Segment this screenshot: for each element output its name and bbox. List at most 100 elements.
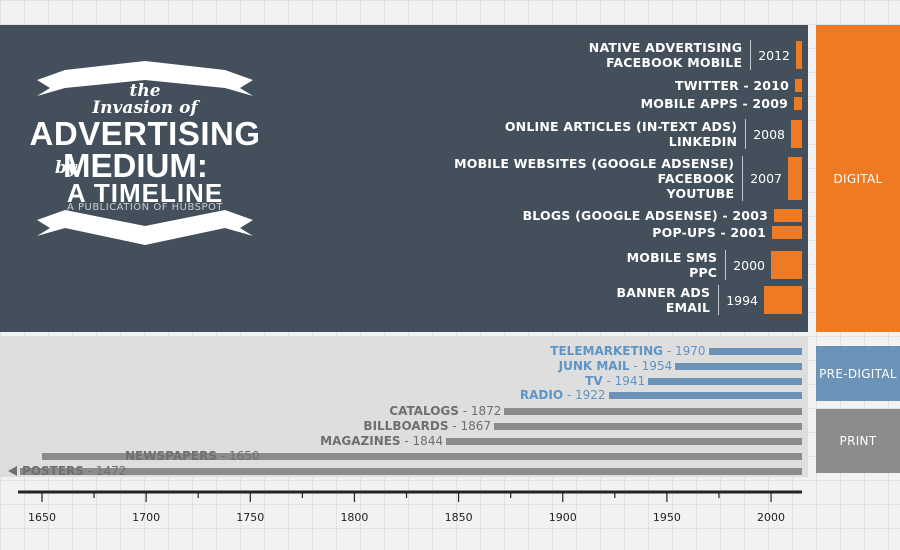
predigital-name: TELEMARKETING (550, 344, 664, 358)
axis-tick-label: 1900 (549, 511, 577, 524)
digital-row: TWITTER - 2010 (675, 78, 789, 93)
axis-tick-label: 1800 (340, 511, 368, 524)
predigital-year: 1922 (575, 388, 606, 402)
year-axis: 1650 1700 1750 1800 1850 1900 1950 2000 (18, 490, 802, 524)
title-invasion: Invasion of (92, 98, 198, 118)
print-name: CATALOGS (389, 404, 459, 418)
digital-row-labels: ONLINE ARTICLES (IN-TEXT ADS) LINKEDIN (505, 119, 737, 149)
predigital-label: TV - 1941 (585, 374, 650, 388)
predigital-label: TELEMARKETING - 1970 (550, 344, 710, 358)
digital-row: MOBILE WEBSITES (GOOGLE ADSENSE) FACEBOOK… (454, 155, 782, 201)
predigital-year: 1941 (614, 374, 646, 388)
digital-row: ONLINE ARTICLES (IN-TEXT ADS) LINKEDIN 200… (505, 119, 785, 149)
label-dash: - (400, 434, 413, 448)
title-by: by (55, 158, 77, 178)
title-banner: the Invasion of ADVERTISING by MEDIUM: A… (25, 58, 265, 258)
digital-row-labels: NATIVE ADVERTISING FACEBOOK MOBILE (589, 40, 742, 70)
year-separator (718, 285, 720, 315)
digital-bar (791, 120, 802, 148)
print-label: NEWSPAPERS - 1650 (125, 449, 265, 463)
print-bar (504, 407, 802, 415)
digital-row-labels: MOBILE APPS - 2009 (641, 96, 788, 111)
axis-tick-label: 1650 (28, 511, 56, 524)
print-year: 1650 (228, 449, 260, 463)
predigital-row: RADIO - 1922 (519, 388, 611, 402)
digital-year: 2008 (753, 126, 785, 142)
predigital-bar (608, 391, 802, 399)
print-label: POSTERS - 1472 (22, 464, 131, 478)
predigital-bar (708, 347, 802, 355)
digital-bar (764, 286, 802, 314)
label-dash: - (629, 359, 642, 373)
print-bar (446, 437, 802, 445)
print-bar (42, 452, 802, 460)
predigital-name: TV (585, 374, 603, 388)
digital-row: MOBILE SMS PPC 2000 (627, 250, 765, 280)
print-bar (20, 467, 802, 475)
digital-label: POP-UPS - 2001 (652, 224, 766, 240)
digital-label: FACEBOOK MOBILE (606, 55, 743, 70)
label-dash: - (216, 449, 229, 463)
print-name: POSTERS (22, 464, 84, 478)
title-medium: MEDIUM: (63, 147, 208, 184)
predigital-row: JUNK MAIL - 1954 (559, 359, 678, 373)
digital-row: MOBILE APPS - 2009 (641, 96, 788, 111)
digital-label: LINKEDIN (668, 134, 738, 149)
predigital-name: JUNK MAIL (558, 359, 630, 373)
axis-tick-label: 2000 (757, 511, 785, 524)
digital-row: BLOGS (GOOGLE ADSENSE) - 2003 (523, 208, 768, 223)
ribbon-graphic (37, 61, 253, 245)
title-advertising: ADVERTISING (29, 115, 261, 152)
digital-bar (771, 251, 802, 279)
predigital-year: 1954 (641, 359, 673, 373)
digital-bar (788, 156, 802, 200)
digital-label: EMAIL (665, 300, 711, 315)
print-name: BILLBOARDS (363, 419, 449, 433)
title-timeline: A TIMELINE (66, 178, 224, 208)
label-dash: - (602, 374, 615, 388)
digital-row: NATIVE ADVERTISING FACEBOOK MOBILE 2012 (589, 40, 790, 70)
digital-label: ONLINE ARTICLES (IN-TEXT ADS) (504, 119, 738, 134)
digital-label: MOBILE SMS (626, 250, 718, 265)
title-the: the (129, 81, 161, 101)
year-separator (742, 155, 744, 201)
digital-bar (796, 41, 802, 69)
digital-row-labels: MOBILE SMS PPC (627, 250, 718, 280)
print-row: CATALOGS - 1872 (389, 404, 506, 418)
predigital-bar (675, 362, 802, 370)
category-print: PRINT (816, 409, 900, 473)
axis-tick-label: 1850 (445, 511, 473, 524)
print-name: NEWSPAPERS (125, 449, 217, 463)
year-separator (750, 40, 752, 70)
label-dash: - (458, 404, 471, 418)
predigital-label: JUNK MAIL - 1954 (559, 359, 678, 373)
print-year: 1872 (470, 404, 502, 418)
digital-row-labels: MOBILE WEBSITES (GOOGLE ADSENSE) FACEBOOK… (454, 156, 734, 201)
print-year: 1867 (460, 419, 491, 433)
print-year: 1844 (412, 434, 444, 448)
digital-label: BANNER ADS (616, 285, 711, 300)
label-dash: - (563, 388, 576, 402)
year-separator (745, 119, 747, 149)
title-publisher: A PUBLICATION OF HUBSPOT (66, 202, 224, 213)
predigital-row: TV - 1941 (585, 374, 650, 388)
digital-label: MOBILE WEBSITES (GOOGLE ADSENSE) (454, 155, 735, 171)
predigital-name: RADIO (519, 388, 564, 402)
digital-bar (774, 208, 802, 222)
arrow-left-icon (8, 466, 17, 476)
category-predigital: PRE-DIGITAL (816, 346, 900, 401)
digital-label: FACEBOOK (657, 170, 735, 186)
digital-year: 2012 (758, 47, 790, 63)
digital-row-labels: BANNER ADS EMAIL (616, 285, 710, 315)
label-dash: - (83, 464, 96, 478)
digital-row: POP-UPS - 2001 (652, 225, 766, 240)
print-row: POSTERS - 1472 (22, 464, 131, 478)
digital-label: BLOGS (GOOGLE ADSENSE) - 2003 (522, 207, 768, 223)
predigital-bar (648, 377, 802, 385)
print-row: BILLBOARDS - 1867 (363, 419, 496, 433)
digital-year: 2000 (733, 257, 765, 273)
predigital-row: TELEMARKETING - 1970 (550, 344, 710, 358)
print-row: NEWSPAPERS - 1650 (125, 449, 265, 463)
print-bar (494, 422, 802, 430)
digital-row: BANNER ADS EMAIL 1994 (616, 285, 758, 315)
